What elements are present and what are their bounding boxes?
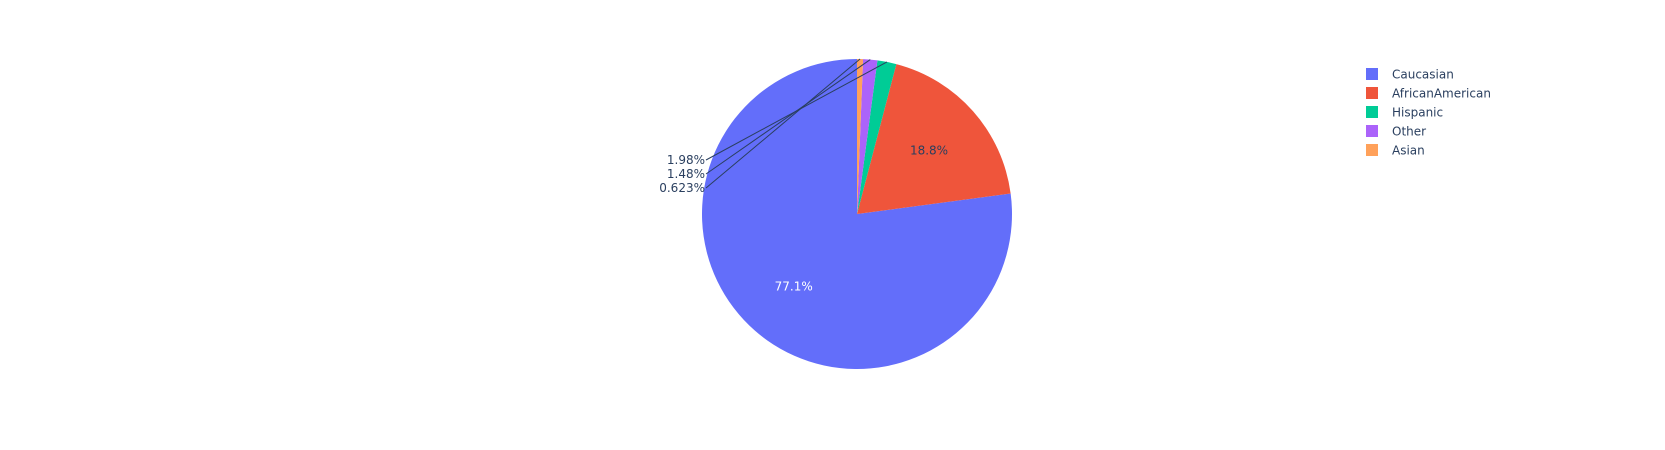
legend-swatch-hispanic [1366,106,1378,118]
slice-label-hispanic: 1.98% [667,153,705,167]
legend-label-asian: Asian [1392,144,1425,158]
legend-item-caucasian[interactable]: Caucasian [1366,68,1454,82]
leader-line-other [705,59,871,175]
legend-item-hispanic[interactable]: Hispanic [1366,106,1443,120]
pie-slice-caucasian[interactable] [702,59,1013,370]
legend-label-hispanic: Hispanic [1392,106,1443,120]
pie-slice-africanamerican[interactable] [857,64,1011,214]
slice-label-africanamerican: 18.8% [910,143,948,157]
legend: Caucasian AfricanAmerican Hispanic Other Asi… [1366,68,1491,158]
legend-swatch-caucasian [1366,68,1378,80]
leader-line-asian [705,58,861,189]
pie-slice-hispanic[interactable] [857,60,897,214]
legend-label-caucasian: Caucasian [1392,68,1454,82]
legend-label-africanamerican: AfricanAmerican [1392,87,1491,101]
legend-item-africanamerican[interactable]: AfricanAmerican [1366,87,1491,101]
legend-item-other[interactable]: Other [1366,125,1426,139]
pie-slice-asian[interactable] [857,59,864,214]
legend-swatch-other [1366,125,1378,137]
pie-slice-other[interactable] [857,59,878,214]
legend-swatch-asian [1366,144,1378,156]
slice-label-caucasian: 77.1% [775,279,813,293]
slice-label-asian: 0.623% [659,181,705,195]
pie-slices [702,59,1013,370]
legend-label-other: Other [1392,125,1426,139]
legend-item-asian[interactable]: Asian [1366,144,1425,158]
pie-labels: 77.1% 18.8% 1.98%1.48%0.623% [659,58,948,293]
legend-swatch-africanamerican [1366,87,1378,99]
slice-label-other: 1.48% [667,167,705,181]
